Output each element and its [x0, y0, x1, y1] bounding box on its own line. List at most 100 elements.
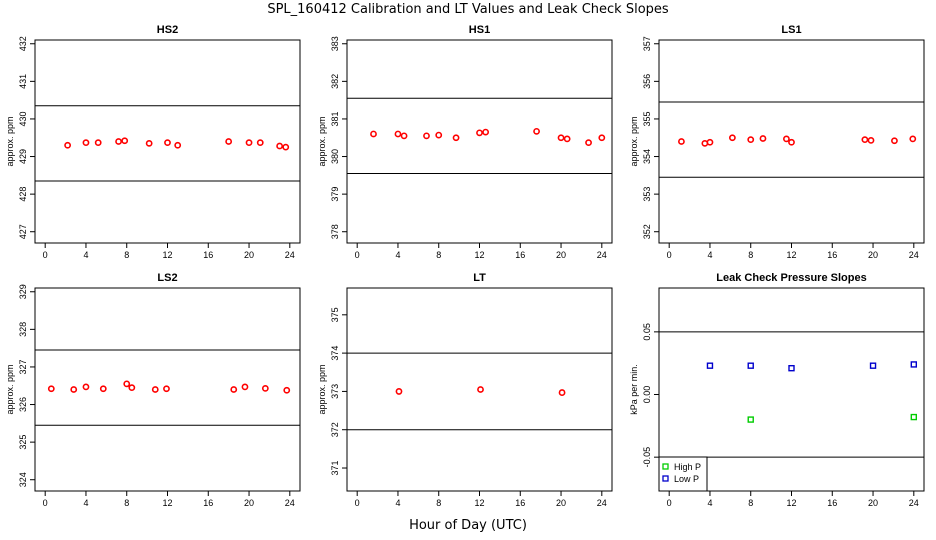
data-point [128, 384, 136, 392]
data-point [163, 385, 170, 393]
data-point [476, 129, 483, 137]
chart-panel: HS1 0 4 8 12 16 20 24 378 379 380 381 382 383 approx. … [317, 24, 613, 260]
data-point [151, 386, 159, 393]
data-point [861, 136, 869, 144]
y-tick-label: 324 [18, 472, 28, 487]
y-tick-label: 381 [330, 111, 340, 126]
y-tick-label: 353 [642, 187, 652, 202]
x-tick-label: 12 [474, 498, 484, 508]
x-tick-label: 24 [909, 250, 919, 260]
data-point [910, 361, 918, 368]
panel-title: LT [473, 272, 486, 284]
plot-frame [34, 287, 301, 492]
x-tick-label: 0 [355, 250, 360, 260]
y-tick-label: 374 [330, 346, 340, 361]
y-tick-label: 372 [330, 422, 340, 437]
y-axis-label: approx. ppm [5, 116, 15, 166]
x-tick-label: 4 [395, 498, 400, 508]
data-point [395, 388, 403, 395]
data-point [747, 362, 754, 369]
x-tick-label: 0 [667, 498, 672, 508]
x-tick-label: 16 [515, 498, 525, 508]
chart-panel: HS2 0 4 8 12 16 20 24 427 428 429 430 431 432 approx. … [5, 24, 301, 260]
data-point [869, 362, 877, 369]
x-tick-label: 8 [436, 498, 441, 508]
data-point [400, 132, 408, 140]
x-tick-label: 4 [707, 498, 712, 508]
y-tick-label: 352 [642, 224, 652, 239]
data-point [747, 416, 754, 423]
y-tick-label: 431 [18, 74, 28, 89]
x-tick-label: 4 [83, 250, 88, 260]
x-tick-label: 24 [909, 498, 919, 508]
data-point [94, 139, 102, 147]
data-point [82, 139, 90, 147]
x-tick-label: 4 [707, 250, 712, 260]
y-tick-label: 380 [330, 149, 340, 164]
y-tick-label: 383 [330, 36, 340, 51]
y-tick-label: 371 [330, 461, 340, 476]
data-point [788, 364, 795, 372]
x-axis-label: Hour of Day (UTC) [409, 518, 527, 533]
x-tick-label: 20 [556, 250, 566, 260]
data-point [121, 137, 129, 145]
x-tick-label: 20 [244, 250, 254, 260]
data-point [276, 142, 284, 150]
x-tick-label: 12 [474, 250, 484, 260]
data-point [747, 136, 755, 144]
data-point [282, 143, 290, 151]
data-point [230, 386, 238, 393]
x-tick-label: 8 [124, 498, 129, 508]
data-point [452, 134, 460, 142]
x-tick-label: 12 [786, 250, 796, 260]
data-point [759, 135, 767, 142]
y-tick-label: -0.05 [642, 447, 652, 468]
data-point [423, 132, 430, 140]
chart-main-title: SPL_160412 Calibration and LT Values and… [267, 2, 669, 17]
panel-title: Leak Check Pressure Slopes [716, 272, 866, 284]
legend-marker [662, 475, 669, 482]
data-point [557, 134, 565, 142]
x-tick-label: 0 [667, 250, 672, 260]
y-tick-label: 354 [642, 149, 652, 164]
x-tick-label: 24 [597, 250, 607, 260]
y-tick-label: 326 [18, 397, 28, 412]
x-tick-label: 12 [786, 498, 796, 508]
chart-panel: Leak Check Pressure Slopes 0 4 8 12 16 20 24 -0.… [629, 272, 925, 508]
data-point [533, 127, 540, 135]
x-tick-label: 0 [43, 498, 48, 508]
data-point [394, 130, 402, 138]
y-axis-label: approx. ppm [629, 116, 639, 166]
data-point [558, 389, 566, 396]
x-tick-label: 20 [868, 498, 878, 508]
data-point [585, 139, 592, 147]
y-tick-label: 375 [330, 307, 340, 322]
y-tick-label: 430 [18, 111, 28, 126]
x-tick-label: 8 [748, 498, 753, 508]
data-point [225, 138, 233, 145]
x-tick-label: 24 [285, 250, 295, 260]
data-point [82, 383, 90, 391]
y-tick-label: 356 [642, 74, 652, 89]
y-axis-label: kPa per min. [629, 364, 639, 415]
x-tick-label: 16 [203, 250, 213, 260]
x-tick-label: 20 [868, 250, 878, 260]
y-tick-label: 355 [642, 111, 652, 126]
data-point [867, 136, 875, 144]
y-tick-label: 378 [330, 224, 340, 239]
y-axis-label: approx. ppm [5, 364, 15, 414]
y-tick-label: 328 [18, 322, 28, 337]
x-tick-label: 16 [827, 498, 837, 508]
data-point [678, 138, 685, 145]
x-tick-label: 0 [355, 498, 360, 508]
data-point [174, 141, 182, 149]
y-tick-label: 327 [18, 359, 28, 374]
x-tick-label: 16 [827, 250, 837, 260]
data-point [728, 134, 736, 142]
chart-panel: LS2 0 4 8 12 16 20 24 324 325 326 327 328 329 approx. … [5, 272, 301, 508]
y-axis-label: approx. ppm [317, 116, 327, 166]
panel-title: HS1 [469, 24, 490, 36]
data-point [370, 130, 377, 138]
data-point [145, 139, 153, 147]
data-point [283, 386, 291, 394]
